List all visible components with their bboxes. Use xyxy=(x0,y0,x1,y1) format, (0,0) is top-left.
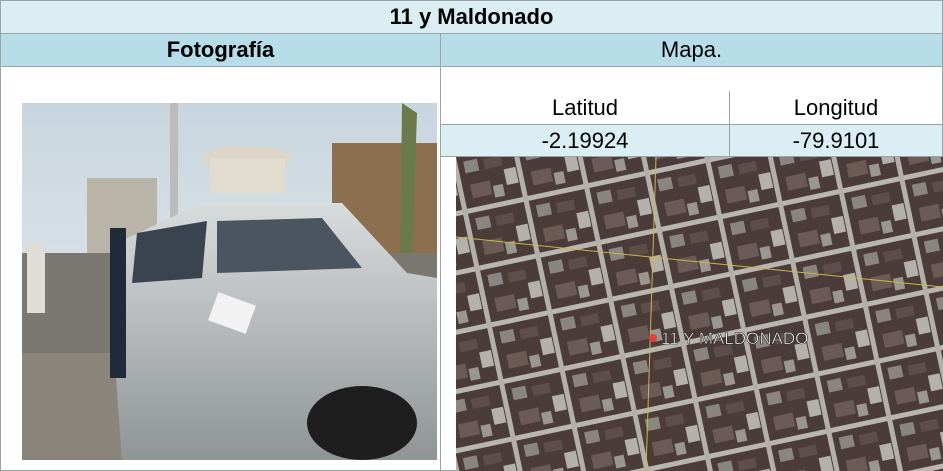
title: 11 y Maldonado xyxy=(0,0,943,34)
longitude-value: -79.9101 xyxy=(729,124,943,157)
photo-header: Fotografía xyxy=(0,33,441,67)
map-label: 11 Y MALDONADO xyxy=(661,329,808,348)
longitude-label: Longitud xyxy=(729,91,943,125)
latitude-value: -2.19924 xyxy=(440,124,730,157)
latitude-label: Latitud xyxy=(440,91,730,125)
satellite-map: 11 Y MALDONADO xyxy=(456,157,943,471)
map-header: Mapa. xyxy=(440,33,943,67)
photograph xyxy=(22,103,437,460)
